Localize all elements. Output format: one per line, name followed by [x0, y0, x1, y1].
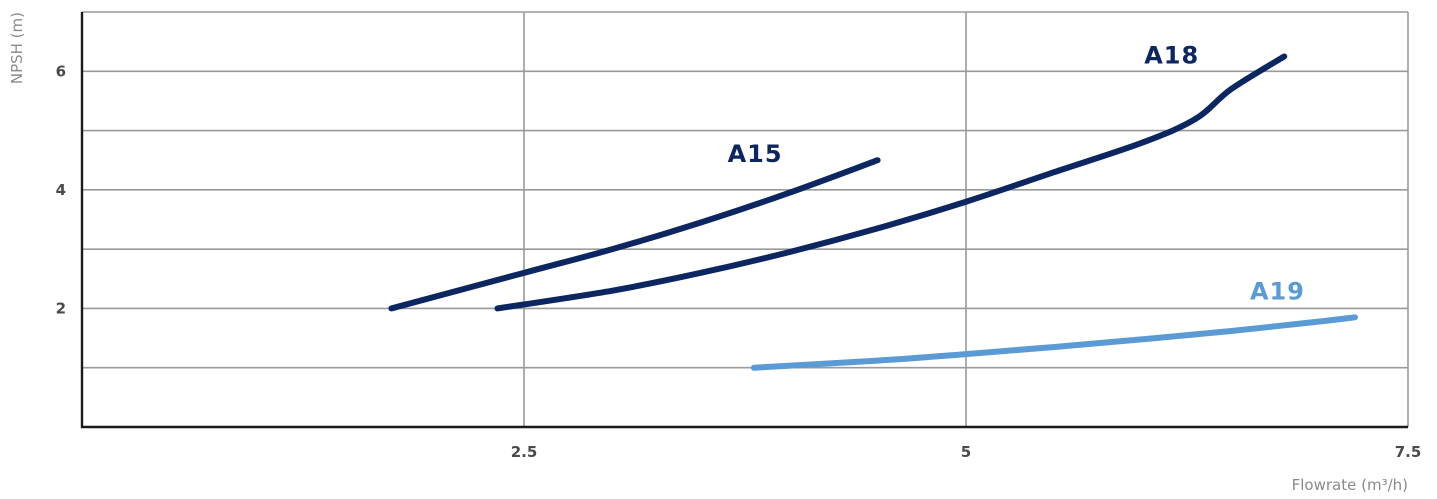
y-tick-label: 6 [56, 62, 66, 80]
labels: 2.5 5 7.5 2 4 6 Flowrate (m³/h) NPSH (m) A15 A18 A… [8, 12, 1421, 494]
y-tick-label: 2 [56, 299, 66, 317]
y-tick-label: 4 [56, 181, 66, 199]
series-label-a18: A18 [1144, 41, 1199, 69]
x-tick-label: 7.5 [1395, 443, 1422, 461]
axes [80, 12, 1408, 429]
series-lines [388, 53, 1358, 371]
series-label-a15: A15 [728, 140, 783, 168]
y-axis-title: NPSH (m) [8, 12, 26, 84]
grid [82, 11, 1409, 427]
series-label-a19: A19 [1250, 277, 1305, 305]
x-tick-label: 2.5 [511, 443, 538, 461]
series-line-a19 [750, 314, 1358, 371]
x-tick-label: 5 [961, 443, 971, 461]
series-line-a18 [494, 53, 1288, 312]
series-line-a15 [388, 157, 881, 312]
x-axis-title: Flowrate (m³/h) [1292, 476, 1408, 494]
